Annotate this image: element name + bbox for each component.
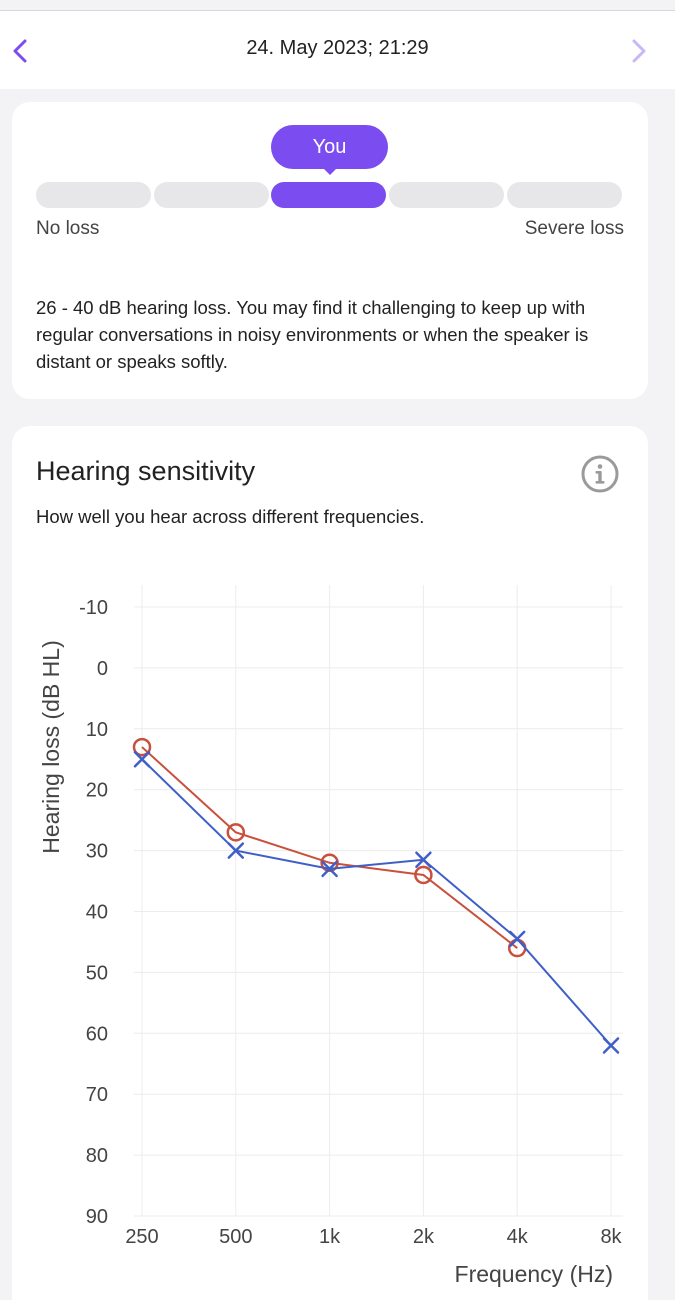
data-point-cross [133,751,151,768]
x-tick-label: 500 [219,1226,252,1248]
result-description: 26 - 40 dB hearing loss. You may find it… [36,297,589,372]
data-point-cross [227,842,245,859]
scale-segment-2 [154,182,269,208]
y-tick-label: 80 [86,1145,108,1167]
hearing-loss-scale [36,182,624,208]
data-point-circle [320,853,339,873]
top-divider [0,10,675,11]
data-point-cross [415,851,432,868]
next-button[interactable] [619,31,659,71]
x-axis-title: Frequency (Hz) [455,1261,613,1287]
y-tick-label: 90 [86,1206,108,1228]
y-tick-label: 50 [86,962,108,984]
scale-segment-4 [389,182,504,208]
header: 24. May 2023; 21:29 [0,11,675,89]
scale-max-label: Severe loss [524,218,624,239]
page-title: 24. May 2023; 21:29 [246,37,429,59]
scale-segment-5 [507,182,622,208]
y-tick-label: 60 [86,1023,108,1045]
y-tick-label: 10 [86,719,108,741]
y-axis-title: Hearing loss (dB HL) [38,640,64,853]
x-tick-label: 8k [600,1226,622,1248]
data-point-cross [508,930,526,948]
scale-segment-3-active [271,182,386,208]
y-tick-label: -10 [79,597,108,619]
section-subtitle: How well you hear across different frequ… [36,506,425,527]
x-tick-label: 1k [319,1226,341,1248]
result-card: You No loss Severe loss 26 - 40 dB heari… [12,102,648,399]
data-point-cross [602,1037,620,1054]
chevron-right-icon [632,39,646,63]
sensitivity-card: Hearing sensitivity How well you hear ac… [12,426,648,1300]
x-tick-label: 4k [507,1226,529,1248]
y-tick-label: 40 [86,902,108,924]
y-tick-label: 70 [86,1084,108,1106]
data-point-circle [132,737,152,757]
scale-segment-1 [36,182,151,208]
scale-min-label: No loss [36,218,100,239]
y-tick-label: 30 [86,841,108,863]
data-point-circle [414,865,433,885]
x-tick-label: 250 [125,1226,158,1248]
x-tick-label: 2k [413,1226,435,1248]
previous-button[interactable] [0,31,40,71]
section-title: Hearing sensitivity [36,456,256,486]
chevron-left-icon [13,39,27,63]
y-tick-label: 20 [86,780,108,802]
series-line-cross [141,758,612,1047]
you-badge: You [271,125,388,175]
series-line-circle [141,746,518,949]
data-point-circle [226,823,246,842]
hearing-chart: -10 0 10 20 30 40 50 60 70 80 90 250 500 1k 2k 4k 8k Hear… [38,585,623,1287]
data-point-cross [321,860,338,878]
y-tick-label: 0 [97,658,108,680]
info-icon[interactable] [580,454,620,494]
